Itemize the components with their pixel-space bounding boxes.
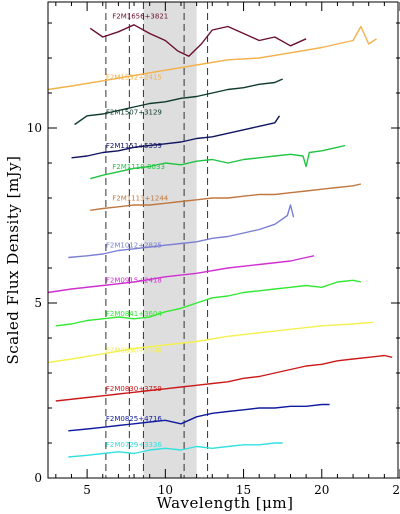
- series-label: F2M0915+2418: [106, 277, 162, 285]
- series-line: [89, 24, 307, 57]
- series-label: F2M0729+3336: [106, 441, 163, 449]
- series-label: F2M1656+3821: [112, 12, 168, 20]
- series-line: [90, 144, 346, 180]
- x-axis-title: Wavelength [μm]: [157, 494, 294, 512]
- series-label-layer: F2M1656+3821 F2M1532+2415 F2M1507+3129 F2M1…: [106, 12, 169, 449]
- series-label: F2M1113+1244: [112, 194, 169, 202]
- series-label: F2M0830+3400: [106, 347, 162, 355]
- series-label: F2M1118-0033: [112, 163, 165, 171]
- series-line: [68, 204, 295, 259]
- series-label: F2M1151+5359: [106, 142, 162, 150]
- shaded-band: [143, 2, 197, 478]
- series-line: [71, 115, 281, 159]
- series-line: [47, 321, 374, 364]
- axis-layer: 5 10 15 20 25 0 5 10: [27, 1, 400, 497]
- series-line: [47, 25, 377, 91]
- y-tick-label: 5: [34, 296, 42, 310]
- series-label: F2M0841+3604: [106, 310, 163, 318]
- series-label: F2M1532+2415: [106, 74, 162, 82]
- y-tick-label: 0: [34, 471, 42, 485]
- series-line: [47, 255, 315, 294]
- x-tick-label: 10: [158, 483, 173, 497]
- series-label: F2M1507+3129: [106, 109, 162, 117]
- series-line: [55, 354, 393, 402]
- series-layer: [47, 24, 393, 458]
- x-tick-label: 20: [314, 483, 329, 497]
- series-label: F2M0825+4716: [106, 415, 163, 423]
- series-label: F2M0830+3759: [106, 385, 162, 393]
- series-line: [68, 442, 283, 458]
- plot-frame: [47, 1, 399, 479]
- series-line: [74, 78, 283, 126]
- y-axis-title: Scaled Flux Density [mJy]: [4, 155, 22, 364]
- x-tick-label: 25: [392, 483, 400, 497]
- series-line: [90, 183, 362, 211]
- x-tick-label: 15: [236, 483, 251, 497]
- shaded-band-layer: [143, 2, 197, 478]
- series-label: F2M1012+2825: [106, 242, 162, 250]
- series-line: [55, 279, 362, 327]
- vertical-line-layer: [105, 2, 209, 478]
- y-tick-label: 10: [27, 121, 42, 135]
- x-tick-label: 5: [83, 483, 91, 497]
- series-line: [68, 403, 330, 432]
